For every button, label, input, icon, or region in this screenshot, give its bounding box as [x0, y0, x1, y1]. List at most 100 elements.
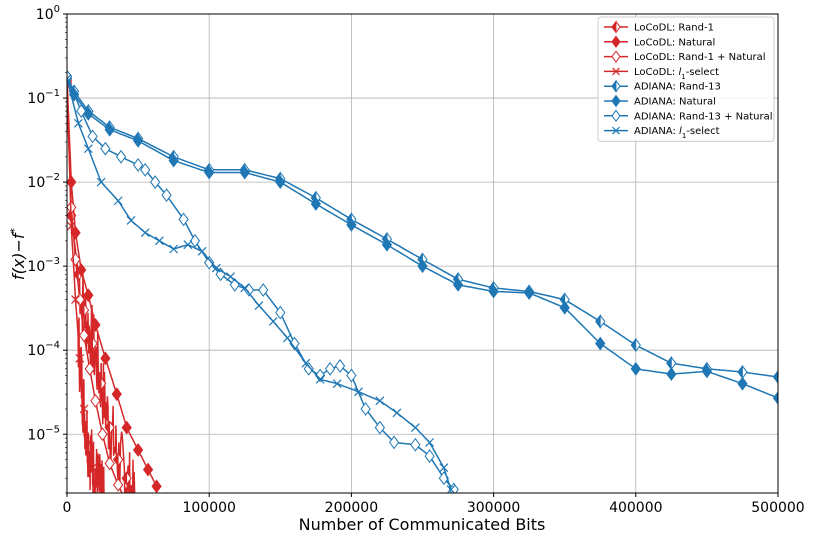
x-tick-label: 400000: [609, 500, 662, 516]
legend-label: ADIANA: Rand-13: [634, 82, 721, 93]
diamond-marker: [388, 435, 400, 450]
diamond-marker: [611, 35, 621, 49]
x-marker: [226, 272, 235, 282]
legend-entry: LoCoDL: Rand-1 + Natural: [604, 50, 766, 63]
diamond-marker: [87, 129, 98, 144]
diamond-marker: [76, 104, 87, 118]
diamond-half-fill: [67, 75, 68, 91]
x-axis-label: Number of Communicated Bits: [299, 515, 546, 534]
diamond-half-fill: [611, 79, 617, 93]
diamond-marker: [104, 456, 115, 471]
diamond-marker: [78, 328, 90, 343]
diamond-marker: [140, 162, 151, 177]
x-marker: [375, 396, 385, 406]
series-group: [67, 69, 778, 509]
y-tick-label: 10−5: [27, 424, 60, 443]
y-tick-label: 10−3: [27, 256, 60, 275]
diamond-marker: [424, 449, 435, 463]
diamond-marker: [97, 427, 108, 442]
diamond-marker: [524, 286, 535, 300]
diamond-marker: [113, 477, 124, 492]
x-tick-label: 200000: [325, 500, 378, 516]
y-axis-label: f(x)−f*: [8, 227, 29, 280]
diamond-marker: [452, 277, 464, 292]
diamond-marker: [115, 149, 127, 164]
diamond-marker: [100, 351, 111, 366]
x-marker: [392, 408, 402, 418]
diamond-marker: [334, 359, 346, 373]
diamond-marker: [243, 283, 255, 297]
diamond-marker: [204, 165, 215, 180]
diamond-marker: [131, 497, 140, 509]
diamond-half-fill: [67, 69, 68, 84]
y-label-star: *: [8, 227, 21, 233]
x-marker: [83, 437, 93, 447]
diamond-marker: [132, 443, 144, 457]
y-tick-label: 10−2: [27, 172, 60, 191]
legend-entry: ADIANA: Rand-13 + Natural: [604, 109, 773, 122]
legend-label: LoCoDL: Rand-1: [634, 23, 714, 34]
diamond-marker: [346, 217, 357, 232]
series-path: [67, 83, 105, 493]
diamond-marker: [122, 497, 131, 509]
diamond-marker: [488, 284, 499, 299]
diamond-marker: [83, 288, 94, 303]
diamond-marker: [737, 376, 748, 391]
x-marker: [79, 404, 89, 414]
x-marker: [183, 240, 193, 250]
diamond-marker: [595, 336, 606, 351]
x-marker: [93, 480, 103, 490]
x-marker: [410, 423, 420, 433]
diamond-marker: [417, 259, 428, 274]
legend-entry: LoCoDL: Natural: [604, 35, 715, 49]
diamond-half-fill: [87, 336, 93, 351]
diamond-half-fill: [121, 470, 128, 486]
legend-entry: ADIANA: l1-select: [604, 126, 720, 140]
diamond-marker: [132, 158, 144, 172]
diamond-marker: [611, 50, 621, 63]
x-marker: [73, 118, 83, 128]
diamond-half-fill: [113, 452, 119, 467]
series-line: [67, 74, 456, 493]
x-marker: [301, 358, 311, 368]
series-line: [67, 71, 778, 405]
diamond-marker: [275, 175, 286, 190]
diamond-half-fill: [630, 337, 637, 353]
legend-label: LoCoDL: Natural: [634, 37, 715, 48]
diamond-marker: [611, 94, 621, 108]
legend-label: ADIANA: Rand-13 + Natural: [634, 111, 773, 122]
diamond-marker: [310, 197, 321, 211]
diamond-marker: [151, 479, 162, 493]
diamond-half-fill: [737, 364, 743, 380]
diamond-marker: [701, 364, 713, 379]
legend-entry: LoCoDL: l1-select: [604, 67, 719, 81]
x-marker: [211, 263, 221, 273]
x-marker: [354, 387, 363, 397]
x-marker: [332, 379, 342, 389]
diamond-marker: [360, 402, 371, 416]
y-tick-label: 10−1: [27, 88, 60, 107]
y-tick-label: 10−4: [27, 340, 60, 359]
x-marker: [100, 500, 108, 508]
x-marker: [446, 485, 456, 493]
x-marker: [612, 67, 620, 76]
diamond-marker: [258, 283, 269, 297]
x-marker: [268, 316, 278, 326]
diamond-marker: [666, 367, 677, 381]
diamond-marker: [90, 317, 101, 332]
x-marker: [240, 283, 250, 293]
legend: LoCoDL: Rand-1 LoCoDL: Natural LoCoDL: Ran…: [597, 16, 775, 142]
diamond-marker: [314, 368, 326, 383]
legend-entry: ADIANA: Rand-13: [604, 79, 721, 93]
diamond-marker: [381, 237, 393, 252]
diamond-marker: [559, 300, 570, 315]
x-marker: [282, 333, 292, 343]
diamond-marker: [772, 391, 778, 405]
x-marker: [88, 463, 98, 473]
x-marker: [140, 228, 150, 238]
diamond-marker: [324, 361, 336, 376]
diamond-marker: [178, 212, 189, 227]
axis-ticks: 0 100000 200000 300000 400000 500000 100 10−1 10…: [27, 4, 804, 516]
x-marker: [83, 144, 93, 154]
diamond-marker: [374, 420, 385, 435]
